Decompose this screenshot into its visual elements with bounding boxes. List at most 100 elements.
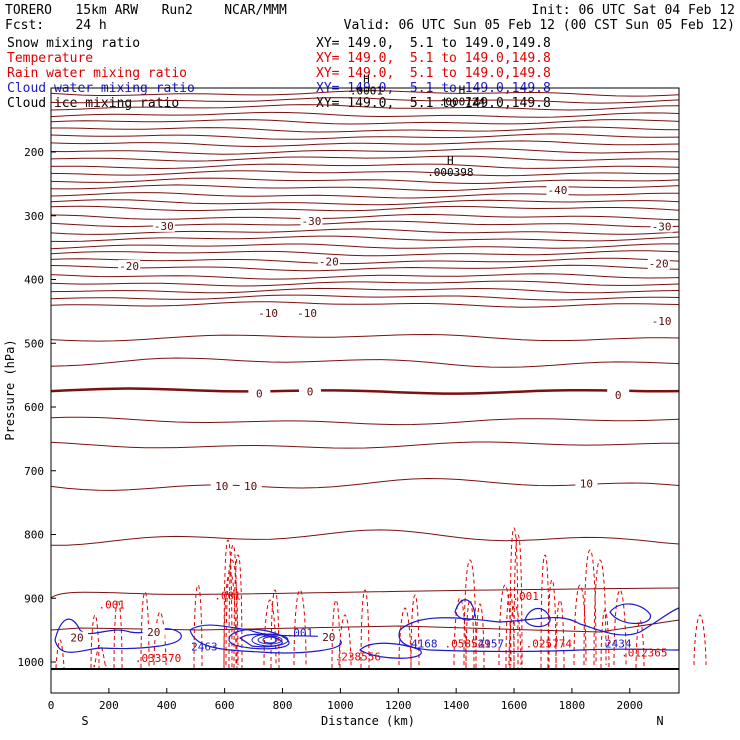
isotherm-line bbox=[50, 357, 680, 368]
isotherm-line bbox=[50, 184, 680, 192]
isotherm-line bbox=[50, 104, 680, 111]
rain-contour bbox=[360, 589, 370, 669]
rain-contour bbox=[593, 559, 607, 666]
cloud-water-contour bbox=[189, 624, 342, 654]
snow-max-marker: H bbox=[447, 154, 454, 167]
rain-contour bbox=[293, 589, 307, 666]
rain-contour bbox=[223, 539, 233, 669]
rain-contour bbox=[505, 591, 515, 669]
temp-label-bg bbox=[299, 385, 322, 398]
cloud-water-contour bbox=[454, 599, 476, 621]
temp-contour-label: 0 bbox=[615, 389, 622, 402]
rain-contour bbox=[465, 599, 475, 669]
plot-frame bbox=[50, 87, 680, 694]
rain-label: .001 bbox=[214, 590, 241, 603]
isotherm-line bbox=[50, 133, 680, 140]
isotherm-line bbox=[50, 477, 680, 491]
x-tick-label: 200 bbox=[99, 699, 119, 712]
forecast-hour: Fcst: 24 h bbox=[5, 18, 107, 33]
isotherm-line bbox=[50, 333, 680, 342]
isotherm-line bbox=[50, 280, 680, 287]
cloud-water-label: 2434 bbox=[605, 637, 632, 650]
cloud-water-contour bbox=[54, 618, 182, 653]
rain-label: .001 bbox=[512, 590, 539, 603]
x-tick-label: 800 bbox=[273, 699, 293, 712]
temp-label-bg bbox=[210, 479, 233, 492]
isotherm-line bbox=[50, 213, 680, 221]
isotherm-line bbox=[50, 529, 680, 546]
rain-label: .012365 bbox=[621, 646, 667, 659]
cloud-water-label: .001 bbox=[287, 627, 314, 640]
rain-label: .238556 bbox=[335, 651, 381, 664]
rain-contour bbox=[225, 559, 239, 666]
rain-contour bbox=[193, 584, 203, 669]
rain-contour bbox=[55, 639, 65, 669]
temp-label-bg bbox=[296, 307, 319, 320]
x-tick-label: 1600 bbox=[501, 699, 528, 712]
temp-contour-label: -20 bbox=[649, 257, 669, 270]
temp-label-bg bbox=[300, 214, 323, 227]
rain-contour bbox=[513, 534, 523, 669]
field-name-snow: Snow mixing ratio bbox=[7, 36, 141, 51]
rain-label: .001 bbox=[99, 598, 126, 611]
rain-label: .033570 bbox=[135, 652, 181, 665]
field-xy-snow: XY= 149.0, 5.1 to 149.0,149.8 bbox=[316, 36, 551, 51]
temp-contour-label: 20 bbox=[322, 631, 335, 644]
isotherm-line bbox=[50, 228, 680, 235]
isotherm-line bbox=[50, 257, 680, 265]
cloud-water-contour bbox=[398, 607, 680, 653]
snow-max-value: .000724 bbox=[439, 95, 486, 108]
y-tick-label: 900 bbox=[24, 592, 44, 605]
isotherm-line bbox=[50, 441, 680, 449]
isotherm-line bbox=[50, 119, 680, 125]
temp-contour-label: -40 bbox=[548, 184, 568, 197]
rain-contour bbox=[223, 571, 237, 666]
model-run: Run2 bbox=[161, 3, 193, 18]
isotherm-line bbox=[50, 170, 680, 177]
x-tick-label: 2000 bbox=[617, 699, 644, 712]
temp-label-bg bbox=[575, 477, 598, 490]
snow-max-marker: H bbox=[363, 73, 370, 86]
fcst-label: Fcst: bbox=[5, 18, 45, 33]
cloud-water-label: 4168 bbox=[411, 637, 438, 650]
isotherm-line bbox=[50, 273, 680, 280]
y-tick-label: 1000 bbox=[18, 656, 45, 669]
snow-max-value: .0001 bbox=[350, 85, 383, 98]
isotherm-line bbox=[50, 155, 680, 162]
cloud-water-label: 2463 bbox=[191, 641, 218, 654]
x-tick-label: 1000 bbox=[327, 699, 354, 712]
temp-contour-label: 10 bbox=[244, 480, 257, 493]
rain-contour bbox=[153, 611, 167, 666]
freezing-isotherm bbox=[50, 387, 680, 395]
rain-contour bbox=[613, 589, 627, 666]
temp-label-bg bbox=[647, 257, 670, 270]
temp-contour-label: -30 bbox=[154, 220, 174, 233]
rain-contour bbox=[233, 554, 243, 669]
field-name-rain: Rain water mixing ratio bbox=[7, 66, 188, 81]
contour-labels: -40 -30 -30 -30 -20 -20 -20 -10 -10 -10 0 0 0 10 10 10 2… bbox=[66, 73, 673, 665]
rain-contour bbox=[90, 614, 100, 669]
isotherm-line bbox=[50, 177, 680, 185]
valid-time: Valid: 06 UTC Sun 05 Feb 12 (00 CST Sun … bbox=[343, 18, 735, 33]
rain-contour bbox=[475, 603, 485, 669]
isotherm-line bbox=[50, 192, 679, 199]
isotherm-line bbox=[50, 90, 680, 97]
rain-label: .025774 bbox=[526, 637, 573, 650]
y-axis-label: Pressure (hPa) bbox=[3, 339, 17, 440]
init-time: Init: 06 UTC Sat 04 Feb 12 bbox=[531, 3, 736, 18]
temp-label-bg bbox=[607, 388, 630, 401]
temp-label-bg bbox=[142, 625, 165, 638]
temp-label-bg bbox=[257, 307, 280, 320]
isotherm-line bbox=[50, 243, 679, 250]
y-tick-label: 500 bbox=[24, 337, 44, 350]
isotherm-line bbox=[50, 416, 680, 426]
x-tick-label: 1800 bbox=[559, 699, 586, 712]
model-title: TORERO 15km ARW Run2 NCAR/MMM bbox=[5, 3, 287, 18]
isotherm-line bbox=[50, 199, 680, 206]
fcst-value: 24 h bbox=[75, 18, 107, 33]
temp-contour-label: -10 bbox=[652, 315, 672, 328]
temp-contour-label: 20 bbox=[70, 632, 83, 645]
cloud-water-core bbox=[251, 633, 289, 647]
temp-label-bg bbox=[317, 255, 340, 268]
snow-max-value: .000398 bbox=[427, 166, 473, 179]
